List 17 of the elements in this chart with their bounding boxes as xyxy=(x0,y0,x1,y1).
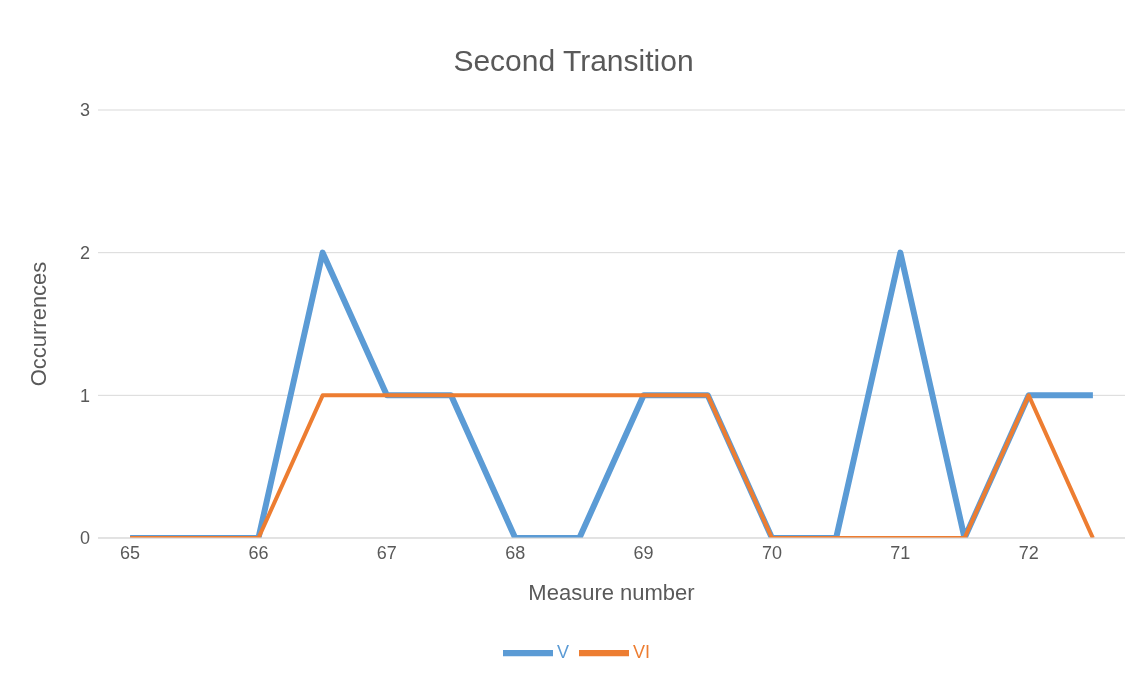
legend-label: V xyxy=(556,641,569,662)
x-tick-label: 71 xyxy=(890,542,911,563)
y-axis-title: Occurrences xyxy=(25,261,51,387)
x-tick-label: 65 xyxy=(120,542,141,563)
chart-title: Second Transition xyxy=(452,44,695,78)
x-tick-label: 70 xyxy=(761,542,782,563)
legend-label: VI xyxy=(633,641,651,662)
y-tick-label: 0 xyxy=(79,528,90,549)
x-tick-label: 67 xyxy=(376,542,397,563)
x-tick-label: 72 xyxy=(1018,542,1039,563)
x-tick-label: 68 xyxy=(505,542,526,563)
x-tick-label: 66 xyxy=(248,542,269,563)
y-tick-label: 2 xyxy=(79,243,90,264)
x-axis-title: Measure number xyxy=(528,580,695,605)
y-tick-label: 1 xyxy=(79,385,90,406)
x-tick-label: 69 xyxy=(633,542,654,563)
y-tick-label: 3 xyxy=(79,100,90,121)
